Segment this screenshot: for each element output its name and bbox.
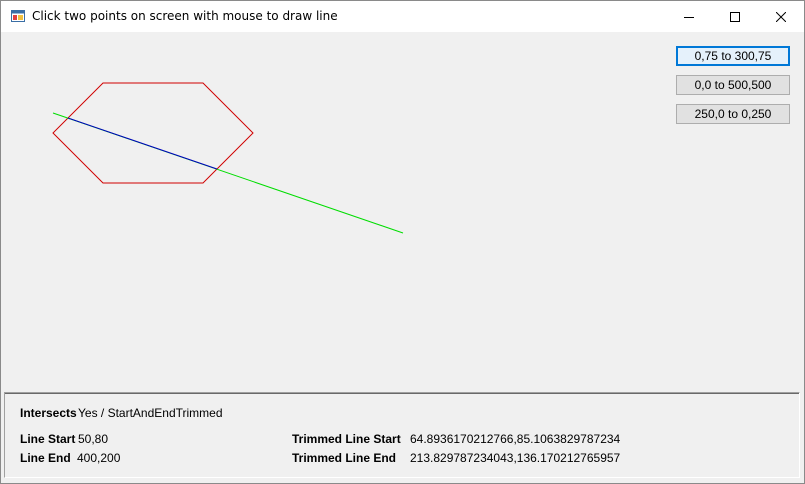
app-icon [11,10,25,22]
close-icon [776,11,786,22]
drawing-canvas[interactable] [1,32,804,390]
trimmed-line [67,117,218,170]
minimize-button[interactable] [666,1,712,32]
trimmed-end-label: Trimmed Line End [292,451,397,465]
preset-line-button-3[interactable]: 250,0 to 0,250 [676,104,790,124]
maximize-icon [730,11,740,22]
line-end-label: Line End [20,451,71,465]
title-bar[interactable]: Click two points on screen with mouse to… [1,1,804,32]
line-start-value: 50,80 [78,432,109,446]
preset-line-button-2[interactable]: 0,0 to 500,500 [676,75,790,95]
line-end-value: 400,200 [77,451,121,465]
preset-line-button-1[interactable]: 0,75 to 300,75 [676,46,790,66]
trimmed-start-label: Trimmed Line Start [292,432,401,446]
trimmed-end-value: 213.829787234043,136.170212765957 [410,451,621,465]
trimmed-start-value: 64.8936170212766,85.1063829787234 [410,432,621,446]
close-button[interactable] [758,1,804,32]
intersects-value: Yes / StartAndEndTrimmed [78,406,223,420]
hexagon-shape [52,82,254,184]
intersects-label: Intersects [20,406,77,420]
line-start-label: Line Start [20,432,76,446]
maximize-button[interactable] [712,1,758,32]
window-title: Click two points on screen with mouse to… [32,9,338,23]
minimize-icon [684,16,694,18]
info-panel: Intersects Yes / StartAndEndTrimmed Line… [4,392,800,478]
